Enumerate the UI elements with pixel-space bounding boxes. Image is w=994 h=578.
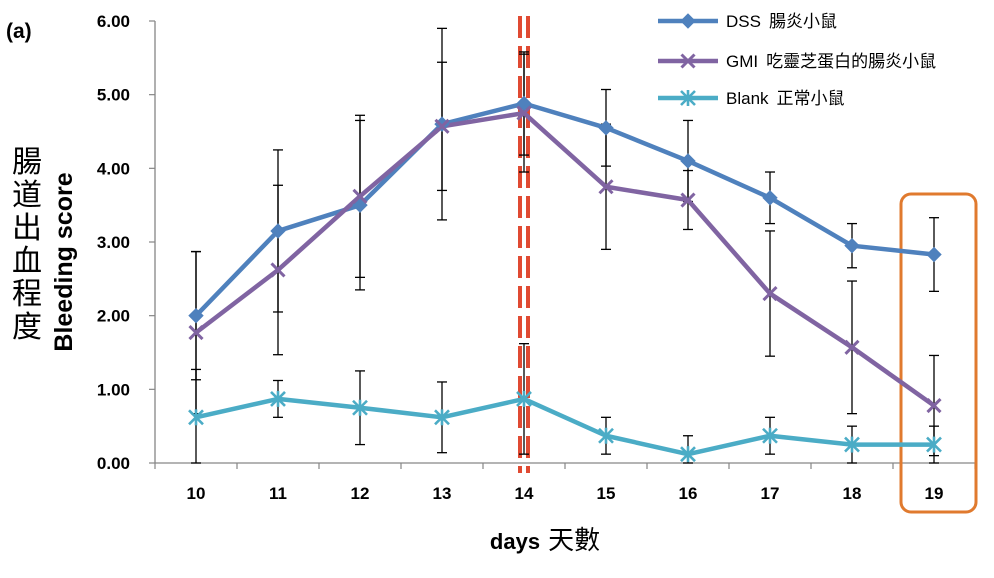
series-line-gmi [194,110,936,408]
data-point-gmi [188,325,204,341]
data-point-blank [598,427,614,444]
panel-label: (a) [6,20,32,43]
data-point-dss [516,95,532,112]
data-point-blank [434,409,450,426]
data-point-blank [516,390,532,407]
data-point-gmi [762,286,778,302]
legend-label-dss: DSS 腸炎小鼠 [726,12,837,31]
legend-marker-gmi [680,53,696,69]
highlight-box [899,192,978,514]
x-tick-label: 12 [351,484,370,503]
legend-marker-blank [680,90,696,106]
legend-label-gmi: GMI 吃靈芝蛋白的腸炎小鼠 [726,52,936,71]
y-axis-title: Bleeding score [50,172,78,351]
y-tick-label: 5.00 [97,86,130,105]
y-tick-label: 0.00 [97,454,130,473]
y-axis-title-zh-char: 出 [12,212,42,245]
y-tick-label: 3.00 [97,233,130,252]
y-axis-title-zh-char: 度 [12,311,42,344]
data-point-dss [188,307,204,324]
data-point-blank [188,409,204,426]
series-line-dss [194,101,935,318]
data-point-dss [270,223,286,239]
y-axis-title-zh-char: 道 [12,179,42,212]
y-axis-title-zh-char: 腸 [12,146,42,179]
data-point-blank [270,390,286,407]
y-tick-label: 4.00 [97,159,130,178]
data-point-gmi [926,397,942,414]
data-point-dss [762,190,778,206]
data-point-gmi [844,339,860,355]
y-axis-title-zh-char: 程 [12,278,42,311]
data-point-gmi [598,179,614,195]
x-axis-title: days 天數 [490,525,600,555]
y-tick-label: 1.00 [97,380,130,399]
data-point-blank [844,436,860,453]
x-tick-label: 13 [433,484,452,503]
x-tick-label: 17 [761,484,780,503]
data-point-blank [680,446,696,463]
data-point-gmi [270,262,286,278]
data-point-dss [844,237,860,254]
data-point-dss [598,120,614,136]
data-point-gmi [352,188,368,204]
x-tick-label: 19 [925,484,944,503]
x-tick-label: 16 [679,484,698,503]
x-tick-label: 18 [843,484,862,503]
data-point-dss [926,246,942,263]
legend-marker-dss [680,13,696,29]
y-tick-label: 6.00 [97,12,130,31]
x-tick-label: 11 [269,484,287,503]
legend-label-blank: Blank 正常小鼠 [726,89,845,108]
data-point-blank [352,399,368,416]
data-point-blank [762,427,778,444]
x-tick-label: 15 [597,484,616,503]
data-point-gmi [680,192,696,208]
x-tick-label: 14 [515,484,534,503]
x-tick-label: 10 [187,484,206,503]
series-line-blank [195,396,934,457]
y-axis-title-zh-char: 血 [12,245,42,278]
y-tick-label: 2.00 [97,307,130,326]
data-point-blank [926,436,942,453]
data-point-gmi [516,105,532,121]
data-point-gmi [434,118,450,134]
data-point-dss [680,153,696,169]
